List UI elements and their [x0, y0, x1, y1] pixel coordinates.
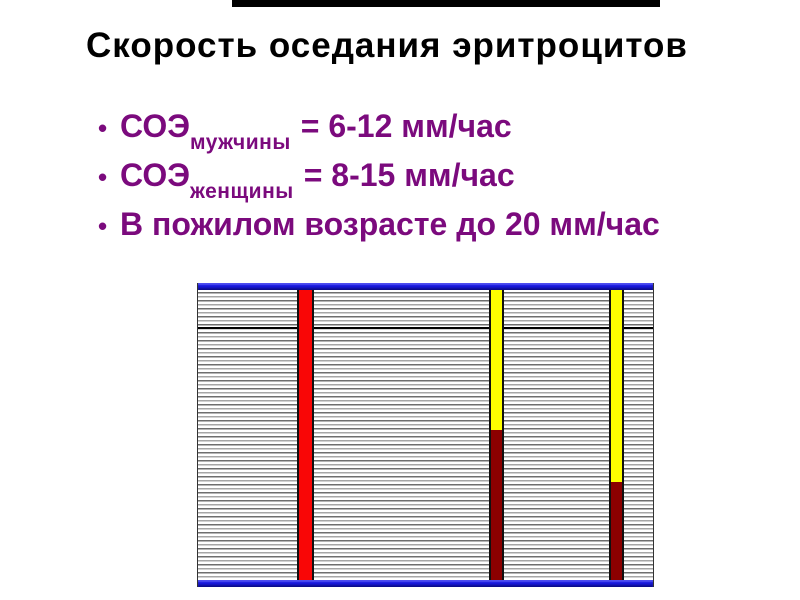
sedimentation-figure — [197, 283, 654, 587]
figure-bottom-border — [198, 580, 653, 587]
ruled-scale-background — [198, 290, 653, 580]
bullet-list: • СОЭмужчины = 6-12 мм/час • СОЭженщины = 8-… — [98, 102, 738, 249]
tube-3-sediment-segment — [611, 482, 622, 580]
bullet-marker: • — [98, 211, 108, 241]
bullet-item-esr-women: • СОЭженщины = 8-15 мм/час — [98, 151, 738, 203]
bullet-base-text: В пожилом возрасте до 20 мм/час — [120, 206, 660, 242]
bullet-subscript: мужчины — [189, 131, 291, 154]
bullet-item-esr-elderly: • В пожилом возрасте до 20 мм/час — [98, 200, 738, 249]
bullet-base-text: СОЭ — [120, 108, 190, 144]
page-title: Скорость оседания эритроцитов — [86, 26, 688, 65]
tube-1-upper-segment — [299, 290, 312, 580]
tube-3-plasma-segment — [611, 290, 622, 482]
bullet-value-text: = 6-12 мм/час — [300, 108, 512, 144]
measurement-level-line — [198, 327, 653, 329]
esr-tube-2 — [489, 290, 504, 580]
esr-tube-1 — [297, 290, 314, 580]
bullet-marker: • — [98, 162, 108, 192]
tube-2-plasma-segment — [491, 290, 502, 430]
tube-2-sediment-segment — [491, 430, 502, 580]
bullet-item-esr-men: • СОЭмужчины = 6-12 мм/час — [98, 102, 738, 154]
esr-tube-3 — [609, 290, 624, 580]
bullet-base-text: СОЭ — [120, 157, 190, 193]
bullet-value-text: = 8-15 мм/час — [303, 157, 515, 193]
figure-top-border — [198, 283, 653, 290]
title-underline-bar — [232, 0, 660, 7]
bullet-marker: • — [98, 113, 108, 143]
bullet-subscript: женщины — [189, 180, 294, 203]
